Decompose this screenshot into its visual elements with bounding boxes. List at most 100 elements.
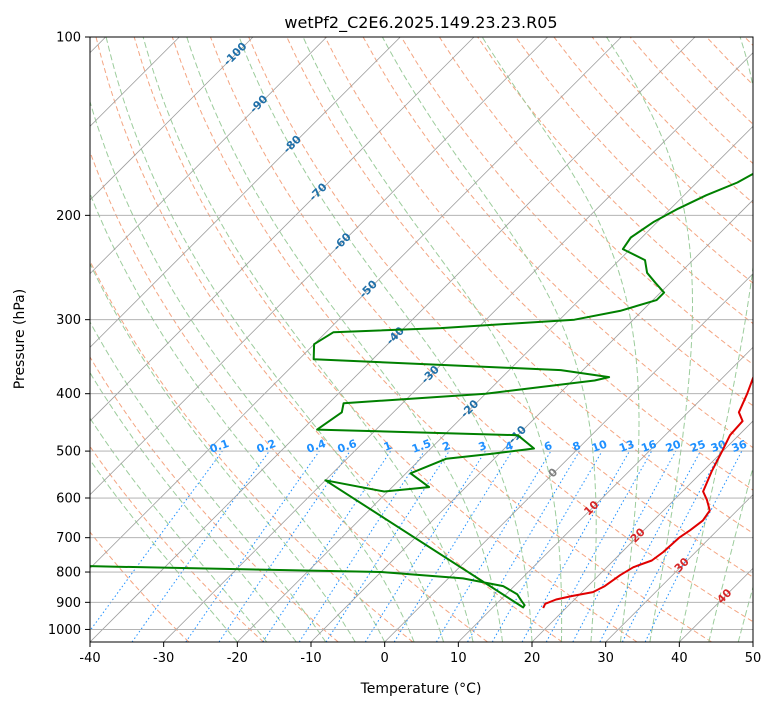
- mixing-ratio-label: 0.2: [255, 437, 278, 456]
- y-tick-label: 500: [56, 445, 81, 460]
- mixing-ratio-line: [262, 450, 392, 642]
- moist-adiabat: [678, 37, 753, 642]
- isotherm-line: [90, 37, 475, 422]
- mixing-ratio-label: 0.6: [336, 437, 359, 456]
- plot-frame: [89, 36, 754, 643]
- moist-adiabat: [606, 37, 693, 642]
- dry-adiabat: [744, 37, 753, 47]
- dry-adiabat: [668, 37, 753, 125]
- isotherm-label: 20: [628, 525, 648, 545]
- x-axis: -40 -30 -20 -10 0 10 20 30 40 50: [79, 642, 761, 666]
- dry-adiabat: [438, 37, 753, 366]
- mixing-ratio-line: [435, 450, 552, 642]
- chart-title: wetPf2_C2E6.2025.149.23.23.R05: [284, 13, 557, 33]
- isotherm-label: -50: [357, 277, 380, 300]
- isotherm-label: -60: [330, 230, 353, 253]
- x-tick-label: 20: [524, 651, 541, 666]
- isotherm-line: [90, 37, 327, 275]
- moist-adiabat: [90, 99, 415, 642]
- mixing-ratio-label: 16: [640, 438, 659, 456]
- x-tick-label: -20: [227, 651, 248, 666]
- mixing-ratio-label: 1: [382, 439, 394, 454]
- isotherm-line: [90, 37, 254, 201]
- y-tick-label: 200: [56, 209, 81, 224]
- dry-adiabat: [210, 37, 753, 623]
- moist-adiabat: [302, 37, 563, 642]
- dry-adiabat: [706, 37, 753, 86]
- y-tick-label: 1000: [48, 623, 81, 638]
- mixing-ratio-labels: 0.1 0.2 0.4 0.6 1 1.5 2 3 4 6 8 10 13 16 20 25 30 36: [208, 437, 749, 456]
- moist-adiabat: [381, 37, 597, 642]
- y-axis-label: Pressure (hPa): [12, 289, 28, 389]
- mixing-ratio-label: 6: [542, 439, 554, 454]
- mixing-ratio-label: 3: [477, 439, 489, 454]
- mixing-ratio-line: [521, 450, 630, 642]
- moist-adiabat: [238, 37, 533, 642]
- mixing-ratio-line: [545, 450, 653, 642]
- dry-adiabat: [171, 37, 712, 642]
- x-tick-label: -40: [79, 651, 100, 666]
- moist-adiabat: [142, 37, 474, 642]
- dewpoint-profile: [90, 172, 753, 609]
- x-tick-label: 30: [597, 651, 614, 666]
- isotherm-line: [237, 125, 753, 642]
- moist-adiabat: [90, 417, 268, 642]
- dry-adiabat: [362, 37, 753, 449]
- moist-adiabat: [90, 321, 327, 642]
- mixing-ratio-label: 0.4: [305, 437, 328, 456]
- y-tick-label: 900: [56, 596, 81, 611]
- isotherm-line: [605, 494, 753, 642]
- mixing-ratio-label: 10: [590, 438, 609, 456]
- moist-adiabat: [90, 459, 238, 642]
- isotherm-line: [531, 420, 753, 642]
- mixing-ratio-line: [572, 450, 677, 642]
- mixing-ratio-label: 2: [441, 439, 453, 454]
- isotherm-line: [458, 346, 753, 642]
- mixing-ratio-line: [218, 450, 351, 642]
- x-tick-label: 40: [671, 651, 688, 666]
- isotherm-label: 40: [714, 586, 734, 606]
- isotherm-line: [90, 37, 622, 569]
- background-lines: [90, 37, 753, 642]
- isotherm-label: -20: [458, 397, 481, 420]
- moist-adiabat: [186, 37, 503, 642]
- mixing-ratio-line: [90, 450, 223, 632]
- mixing-ratio-line: [644, 450, 743, 642]
- isotherm-label: -30: [419, 363, 442, 386]
- y-tick-label: 300: [56, 313, 81, 328]
- isotherm-line: [163, 52, 753, 642]
- isotherm-line: [90, 37, 548, 496]
- x-tick-label: -30: [153, 651, 174, 666]
- x-axis-label: Temperature (°C): [360, 681, 482, 697]
- mixing-ratio-label: 13: [617, 438, 636, 455]
- dry-adiabat: [90, 531, 190, 642]
- mixing-ratio-label: 1.5: [410, 437, 433, 456]
- mixing-ratio-line: [185, 450, 320, 642]
- isotherm-label: -100: [221, 39, 250, 68]
- mixing-ratio-label: 0.1: [208, 437, 231, 456]
- moist-adiabat: [481, 37, 640, 642]
- isotherm-line: [679, 567, 753, 642]
- mixing-ratio-label: 8: [571, 439, 583, 454]
- y-tick-label: 400: [56, 387, 81, 402]
- mixing-ratio-label: 20: [664, 438, 683, 456]
- mixing-ratio-label: 36: [730, 438, 749, 456]
- x-tick-label: -10: [300, 651, 321, 666]
- y-tick-label: 600: [56, 492, 81, 507]
- y-tick-label: 100: [56, 31, 81, 46]
- dry-adiabat: [591, 37, 753, 204]
- isotherm-line: [384, 273, 753, 642]
- moist-adiabat: [90, 192, 386, 642]
- y-axis: 100 200 300 400 500 600 700 800 900 1000: [48, 31, 90, 638]
- isotherm-label: -40: [384, 324, 407, 347]
- mixing-ratio-label: 25: [689, 438, 708, 455]
- mixing-ratio-line: [298, 450, 425, 642]
- dry-adiabat: [95, 37, 563, 642]
- x-tick-label: 0: [381, 651, 389, 666]
- dry-adiabat: [90, 150, 488, 642]
- mixing-ratio-line: [325, 450, 450, 642]
- x-tick-label: 50: [745, 651, 762, 666]
- mixing-ratio-label: 4: [503, 439, 515, 454]
